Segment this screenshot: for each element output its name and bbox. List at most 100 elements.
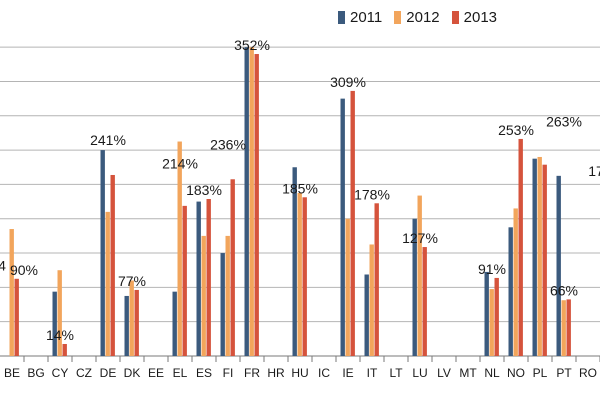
bar-PT-2013 bbox=[566, 299, 571, 356]
bar-CY-2012 bbox=[57, 270, 62, 356]
legend-swatch bbox=[394, 11, 402, 24]
bars bbox=[9, 47, 571, 357]
bar-NL-2013 bbox=[494, 277, 499, 356]
data-label: 183% bbox=[186, 182, 222, 198]
x-axis: BE BG CY CZ DE DK EE EL ES FI FR HR HU IC IE IT LT LU LV MT… bbox=[4, 356, 600, 380]
bar-LU-2013 bbox=[422, 247, 427, 356]
data-label: 127% bbox=[402, 230, 438, 246]
bar-IT-2011 bbox=[364, 274, 369, 356]
bar-NO-2012 bbox=[513, 208, 518, 356]
data-label: 77% bbox=[118, 273, 146, 289]
bar-BE-2013 bbox=[14, 278, 19, 356]
bar-DK-2012 bbox=[129, 280, 134, 356]
bar-FR-2012 bbox=[249, 47, 254, 356]
bar-IE-2011 bbox=[340, 98, 345, 356]
bar-NO-2013 bbox=[518, 138, 523, 356]
x-tick-label: CY bbox=[52, 366, 69, 380]
bar-ES-2013 bbox=[206, 199, 211, 356]
x-tick-label: NO bbox=[507, 366, 525, 380]
x-tick-label: PL bbox=[533, 366, 548, 380]
legend-swatch bbox=[451, 11, 459, 24]
x-tick-label: FR bbox=[244, 366, 260, 380]
data-label: 352% bbox=[234, 37, 270, 53]
x-tick-label: PT bbox=[556, 366, 572, 380]
data-label: 214% bbox=[162, 155, 198, 171]
x-tick-label: MT bbox=[459, 366, 477, 380]
bar-LU-2012 bbox=[417, 195, 422, 356]
legend-item-2013: 2013 bbox=[451, 9, 498, 26]
x-tick-label: EE bbox=[148, 366, 164, 380]
x-tick-label: FI bbox=[223, 366, 234, 380]
x-tick-label: RO bbox=[579, 366, 597, 380]
data-label: 66% bbox=[550, 282, 578, 298]
x-tick-label: HR bbox=[267, 366, 285, 380]
legend: 2011 2012 2013 bbox=[338, 9, 497, 26]
x-tick-label: IC bbox=[318, 366, 330, 380]
bar-CY-2013 bbox=[62, 343, 67, 356]
bar-DK-2011 bbox=[124, 295, 129, 356]
x-tick-label: EL bbox=[173, 366, 188, 380]
bar-ES-2011 bbox=[196, 201, 201, 356]
bar-IE-2012 bbox=[345, 218, 350, 356]
bar-DK-2013 bbox=[134, 289, 139, 356]
x-tick-label: DK bbox=[124, 366, 141, 380]
bar-FI-2012 bbox=[225, 235, 230, 356]
data-label: 178% bbox=[354, 186, 390, 202]
x-tick-label: HU bbox=[291, 366, 308, 380]
x-tick-label: BE bbox=[4, 366, 20, 380]
bar-NO-2011 bbox=[508, 227, 513, 356]
bar-DE-2013 bbox=[110, 174, 115, 356]
bar-PL-2013 bbox=[542, 164, 547, 356]
x-tick-label: IT bbox=[367, 366, 378, 380]
bar-PL-2012 bbox=[537, 156, 542, 356]
legend-swatch bbox=[338, 11, 345, 24]
data-label: 241% bbox=[90, 132, 126, 148]
bar-NL-2011 bbox=[484, 271, 489, 356]
x-tick-label: LU bbox=[412, 366, 427, 380]
data-label: 91% bbox=[478, 261, 506, 277]
bar-IT-2012 bbox=[369, 244, 374, 356]
bar-LU-2011 bbox=[412, 218, 417, 356]
data-label: 185% bbox=[282, 180, 318, 196]
x-tick-label: IE bbox=[342, 366, 353, 380]
data-labels: 90% 14% 241% 77% 214% 183% 236% 352% 185% 309% 178… bbox=[0, 37, 600, 343]
x-tick-label: LV bbox=[437, 366, 451, 380]
legend-label: 2011 bbox=[350, 9, 383, 26]
legend-item-2011: 2011 bbox=[338, 9, 382, 26]
data-label: 309% bbox=[330, 74, 366, 90]
legend-label: 2013 bbox=[463, 9, 498, 26]
data-label: 263% bbox=[546, 113, 582, 129]
bar-FR-2011 bbox=[244, 47, 249, 356]
bar-FI-2011 bbox=[220, 253, 225, 356]
data-label: 4 bbox=[0, 258, 6, 274]
data-label: 253% bbox=[498, 122, 534, 138]
bar-EL-2013 bbox=[182, 205, 187, 356]
bar-DE-2012 bbox=[105, 211, 110, 356]
bar-ES-2012 bbox=[201, 235, 206, 356]
bar-FI-2013 bbox=[230, 179, 235, 356]
bar-PL-2011 bbox=[532, 158, 537, 356]
bar-IT-2013 bbox=[374, 203, 379, 356]
bar-NL-2012 bbox=[489, 289, 494, 356]
x-tick-label: DE bbox=[100, 366, 117, 380]
x-tick-label: BG bbox=[27, 366, 44, 380]
data-label: 14% bbox=[46, 327, 74, 343]
bar-BE-2012 bbox=[9, 229, 14, 356]
data-label: 236% bbox=[210, 137, 246, 153]
x-tick-label: ES bbox=[196, 366, 212, 380]
bar-HU-2012 bbox=[297, 193, 302, 356]
bar-HU-2013 bbox=[302, 197, 307, 356]
bar-DE-2011 bbox=[100, 150, 105, 356]
bar-PT-2011 bbox=[556, 175, 561, 356]
x-tick-label: LT bbox=[389, 366, 403, 380]
data-label: 90% bbox=[10, 262, 38, 278]
x-tick-label: NL bbox=[484, 366, 500, 380]
legend-item-2012: 2012 bbox=[394, 9, 440, 26]
bar-EL-2011 bbox=[172, 291, 177, 356]
bar-CY-2011 bbox=[52, 291, 57, 356]
bar-EL-2012 bbox=[177, 141, 182, 356]
data-label: 17 bbox=[588, 163, 600, 179]
bar-HU-2011 bbox=[292, 167, 297, 356]
legend-label: 2012 bbox=[406, 9, 440, 26]
